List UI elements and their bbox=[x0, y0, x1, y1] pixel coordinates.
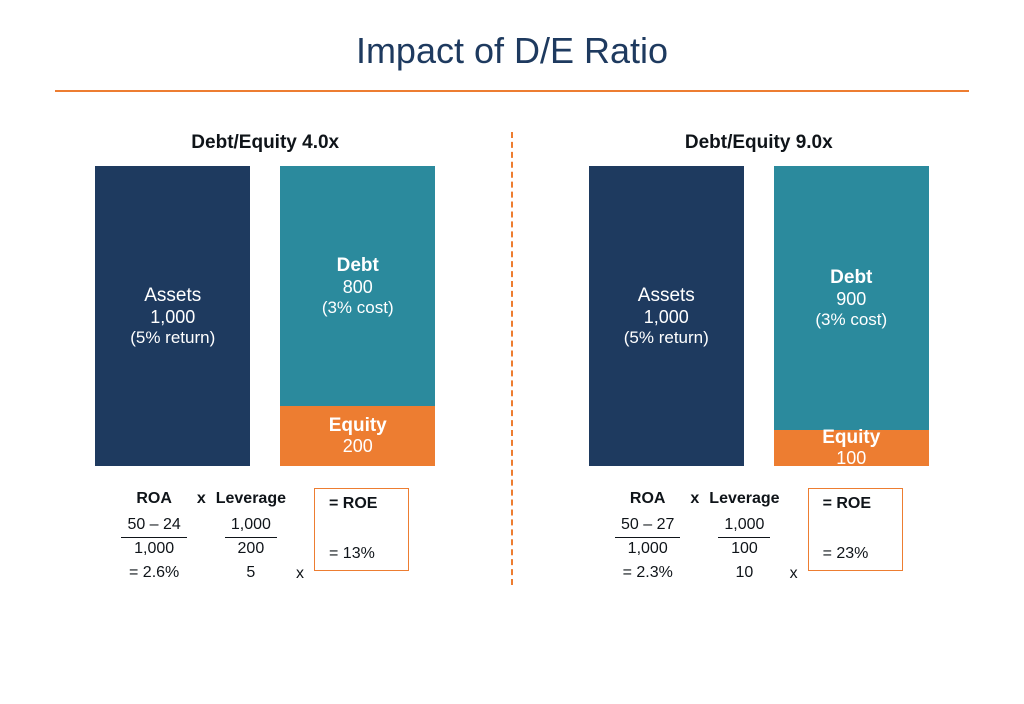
panel-left: Debt/Equity 4.0x Assets 1,000 (5% return… bbox=[55, 132, 475, 585]
debt-value: 800 bbox=[343, 277, 373, 298]
debt-label: Debt bbox=[337, 255, 379, 277]
lev-denominator: 100 bbox=[725, 538, 764, 560]
roa-numerator: 50 – 27 bbox=[615, 514, 680, 537]
lev-result: 5 bbox=[246, 562, 255, 584]
lev-col-left: Leverage 1,000 200 5 bbox=[216, 488, 286, 585]
lev-label: Leverage bbox=[216, 488, 286, 510]
assets-segment-left: Assets 1,000 (5% return) bbox=[95, 166, 250, 466]
times-op-1: x bbox=[187, 490, 216, 508]
roa-col-left: ROA 50 – 24 1,000 = 2.6% bbox=[121, 488, 186, 585]
de-bar-right: Debt 900 (3% cost) Equity 100 bbox=[774, 166, 929, 466]
lev-col-right: Leverage 1,000 100 10 bbox=[709, 488, 779, 585]
formula-left: ROA 50 – 24 1,000 = 2.6% x Leverage 1,00… bbox=[121, 488, 409, 585]
assets-note: (5% return) bbox=[624, 328, 709, 348]
formula-right: ROA 50 – 27 1,000 = 2.3% x Leverage 1,00… bbox=[615, 488, 903, 585]
lev-numerator: 1,000 bbox=[225, 514, 277, 537]
assets-bar-right: Assets 1,000 (5% return) bbox=[589, 166, 744, 466]
assets-label: Assets bbox=[638, 285, 695, 307]
assets-value: 1,000 bbox=[150, 307, 195, 328]
debt-note: (3% cost) bbox=[815, 310, 887, 330]
roa-result: = 2.3% bbox=[623, 562, 673, 584]
roe-label: = ROE bbox=[823, 493, 871, 515]
equity-label: Equity bbox=[822, 428, 880, 449]
times-op-2: x bbox=[780, 565, 808, 583]
title-divider bbox=[55, 90, 969, 92]
debt-segment-right: Debt 900 (3% cost) bbox=[774, 166, 929, 430]
panel-title-right: Debt/Equity 9.0x bbox=[685, 132, 833, 154]
roe-box-left: = ROE = 13% bbox=[314, 488, 409, 571]
de-bar-left: Debt 800 (3% cost) Equity 200 bbox=[280, 166, 435, 466]
panel-title-left: Debt/Equity 4.0x bbox=[191, 132, 339, 154]
roe-result: = 23% bbox=[823, 543, 869, 565]
panels-container: Debt/Equity 4.0x Assets 1,000 (5% return… bbox=[55, 132, 969, 585]
roa-result: = 2.6% bbox=[129, 562, 179, 584]
equity-label: Equity bbox=[329, 416, 387, 437]
roa-label: ROA bbox=[630, 488, 666, 510]
roa-label: ROA bbox=[136, 488, 172, 510]
lev-numerator: 1,000 bbox=[718, 514, 770, 537]
times-op-1: x bbox=[680, 490, 709, 508]
assets-note: (5% return) bbox=[130, 328, 215, 348]
roa-denominator: 1,000 bbox=[622, 538, 674, 560]
assets-label: Assets bbox=[144, 285, 201, 307]
lev-label: Leverage bbox=[709, 488, 779, 510]
assets-value: 1,000 bbox=[644, 307, 689, 328]
roa-numerator: 50 – 24 bbox=[121, 514, 186, 537]
panel-right: Debt/Equity 9.0x Assets 1,000 (5% return… bbox=[549, 132, 969, 585]
bars-right: Assets 1,000 (5% return) Debt 900 (3% co… bbox=[549, 166, 969, 466]
roe-result: = 13% bbox=[329, 543, 375, 565]
equity-segment-right: Equity 100 bbox=[774, 430, 929, 466]
equity-segment-left: Equity 200 bbox=[280, 406, 435, 466]
lev-result: 10 bbox=[736, 562, 754, 584]
page-title: Impact of D/E Ratio bbox=[55, 30, 969, 72]
assets-bar-left: Assets 1,000 (5% return) bbox=[95, 166, 250, 466]
roe-box-right: = ROE = 23% bbox=[808, 488, 903, 571]
debt-note: (3% cost) bbox=[322, 298, 394, 318]
roa-col-right: ROA 50 – 27 1,000 = 2.3% bbox=[615, 488, 680, 585]
vertical-separator bbox=[511, 132, 513, 585]
equity-value: 200 bbox=[343, 437, 373, 457]
debt-segment-left: Debt 800 (3% cost) bbox=[280, 166, 435, 406]
debt-label: Debt bbox=[830, 267, 872, 289]
equity-value: 100 bbox=[836, 449, 866, 469]
roe-label: = ROE bbox=[329, 493, 377, 515]
debt-value: 900 bbox=[836, 289, 866, 310]
assets-segment-right: Assets 1,000 (5% return) bbox=[589, 166, 744, 466]
roa-denominator: 1,000 bbox=[128, 538, 180, 560]
times-op-2: x bbox=[286, 565, 314, 583]
bars-left: Assets 1,000 (5% return) Debt 800 (3% co… bbox=[55, 166, 475, 466]
lev-denominator: 200 bbox=[232, 538, 271, 560]
